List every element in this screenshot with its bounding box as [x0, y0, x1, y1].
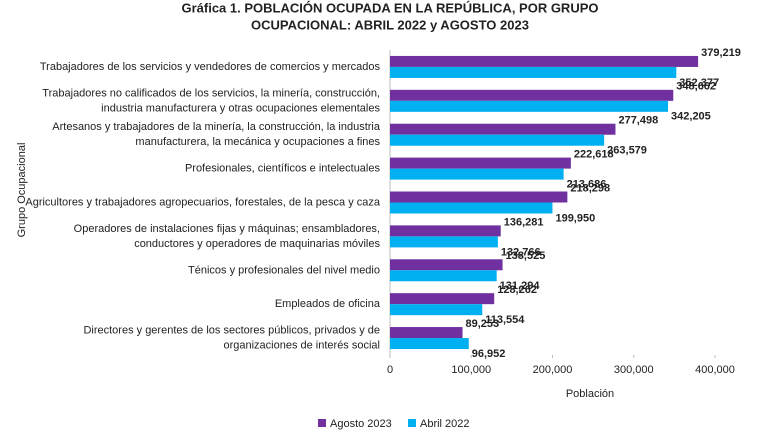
- x-axis-label: Población: [566, 388, 614, 400]
- value-label: 263,579: [607, 145, 647, 157]
- bar: [390, 89, 674, 101]
- x-tick-label: 200,000: [533, 364, 573, 376]
- chart-title: Gráfica 1. POBLACIÓN OCUPADA EN LA REPÚB…: [181, 0, 598, 15]
- y-tick-label: Agricultores y trabajadores agropecuario…: [25, 196, 381, 208]
- y-tick-label: Artesanos y trabajadores de la minería, …: [52, 121, 381, 148]
- bar: [390, 293, 495, 305]
- value-label: 138,525: [506, 250, 546, 262]
- value-label: 128,262: [497, 284, 537, 296]
- value-label: 132,766: [501, 246, 541, 258]
- value-label: 113,554: [485, 314, 525, 326]
- y-tick-label: Ténicos y profesionales del nivel medio: [188, 264, 380, 276]
- bar: [390, 236, 498, 248]
- value-label: 342,205: [671, 111, 711, 123]
- x-tick-label: 400,000: [695, 364, 735, 376]
- x-tick-label: 300,000: [614, 364, 654, 376]
- value-label: 89,253: [466, 318, 500, 330]
- bar: [390, 327, 463, 339]
- value-label: 136,281: [504, 216, 544, 228]
- value-label: 131,294: [500, 280, 541, 292]
- value-label: 348,662: [676, 81, 716, 93]
- y-axis-label: Grupo Ocupacional: [16, 143, 28, 238]
- value-label: 277,498: [618, 115, 658, 127]
- legend-swatch: [408, 419, 416, 427]
- legend-label: Agosto 2023: [330, 418, 392, 430]
- bar: [390, 304, 483, 316]
- y-tick-label: Trabajadores de los servicios y vendedor…: [40, 61, 381, 73]
- y-tick-label: Profesionales, científicos e intelectual…: [185, 163, 381, 175]
- bar: [390, 134, 605, 146]
- bar: [390, 338, 469, 350]
- chart-title: OCUPACIONAL: ABRIL 2022 y AGOSTO 2023: [251, 17, 529, 32]
- y-tick-label: Trabajadores no calificados de los servi…: [42, 87, 380, 114]
- y-tick-label: Directores y gerentes de los sectores pú…: [83, 324, 380, 351]
- y-tick-label: Empleados de oficina: [275, 298, 381, 310]
- value-label: 199,950: [555, 212, 595, 224]
- y-tick-label: Operadores de instalaciones fijas y máqu…: [74, 223, 381, 250]
- bar: [390, 123, 616, 135]
- bar: [390, 168, 564, 180]
- value-label: 218,298: [570, 182, 610, 194]
- value-label: 379,219: [701, 47, 741, 59]
- bar: [390, 191, 568, 203]
- bar: [390, 259, 503, 271]
- value-label: 213,686: [567, 179, 607, 191]
- bar: [390, 270, 497, 282]
- bar: [390, 100, 669, 112]
- value-label: 352,377: [679, 77, 719, 89]
- bar: [390, 157, 571, 169]
- value-label: 96,952: [472, 348, 506, 360]
- bar: [390, 225, 501, 237]
- bar: [390, 55, 699, 67]
- bar: [390, 202, 553, 214]
- x-tick-label: 100,000: [451, 364, 491, 376]
- value-label: 222,618: [574, 149, 614, 161]
- bar: [390, 66, 677, 78]
- x-tick-label: 0: [387, 364, 393, 376]
- legend-label: Abril 2022: [420, 418, 470, 430]
- legend-swatch: [318, 419, 326, 427]
